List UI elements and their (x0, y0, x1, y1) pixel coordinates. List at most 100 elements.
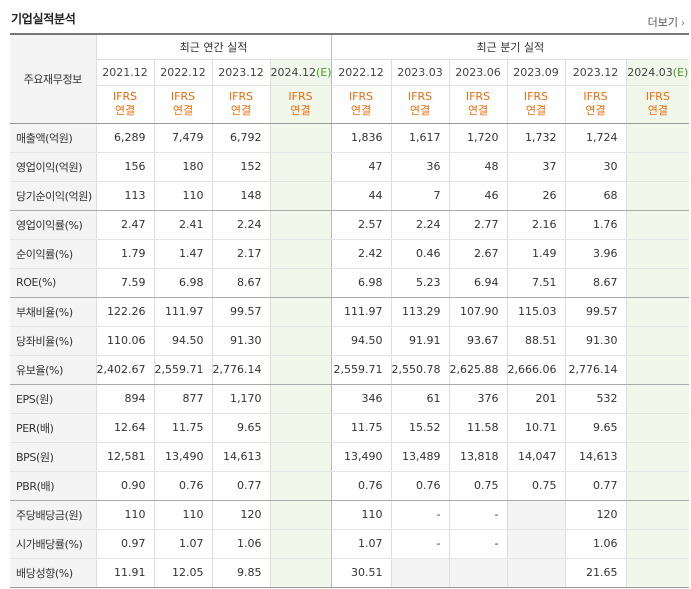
table-cell: 0.76 (153, 471, 212, 501)
table-cell (269, 123, 332, 153)
table-cell: 7.51 (506, 268, 566, 298)
table-cell (625, 558, 690, 588)
row-label: 부채비율(%) (10, 297, 96, 327)
table-row: ROE(%) 7.59 6.98 8.67 6.98 5.23 6.94 7.51 8.67 (10, 268, 690, 298)
table-cell (625, 384, 690, 414)
ifrs-badge: IFRS 연결 (564, 85, 627, 124)
estimate-mark: (E) (316, 65, 332, 79)
table-row: 시가배당률(%) 0.97 1.07 1.06 1.07- -1.06 (10, 529, 690, 559)
group-header-row: 주요재무정보 최근 연간 실적 최근 분기 실적 (10, 33, 690, 124)
table-cell: 47 (330, 152, 392, 182)
ifrs-badge: IFRS 연결 (506, 85, 566, 124)
table-cell: 12,581 (95, 442, 154, 472)
date-label: 2023.03 (397, 65, 443, 79)
more-link[interactable]: 더보기 › (648, 14, 685, 30)
consolidated-label: 연결 (350, 104, 372, 117)
table-cell (448, 558, 508, 588)
table-cell: 13,490 (153, 442, 212, 472)
table-cell: 1.06 (211, 529, 270, 559)
table-cell: 6,792 (211, 123, 270, 153)
table-cell: 91.30 (564, 326, 627, 356)
table-cell: 1.76 (564, 210, 627, 240)
table-cell: 1,724 (564, 123, 627, 153)
table-cell: 7 (390, 181, 450, 211)
ifrs-label: IFRS (523, 90, 549, 103)
table-row: 배당성향(%) 11.91 12.05 9.85 30.51 21.65 (10, 558, 690, 588)
table-cell: 1.79 (95, 239, 154, 269)
table-cell: 7.59 (95, 268, 154, 298)
table-cell: 44 (330, 181, 392, 211)
table-cell: 30 (564, 152, 627, 182)
table-cell: 0.77 (211, 471, 270, 501)
row-label: 매출액(억원) (10, 123, 96, 153)
table-cell: 113.29 (390, 297, 450, 327)
estimate-mark: (E) (672, 65, 689, 79)
table-cell (269, 355, 332, 385)
consolidated-label: 연결 (467, 104, 489, 117)
table-cell (625, 239, 690, 269)
table-row: EPS(원) 894 877 1,170 346 61 376 201 532 (10, 384, 690, 414)
ifrs-label: IFRS (228, 90, 254, 103)
date-header-annual-2: 2023.12 (211, 59, 270, 86)
table-cell: 0.90 (95, 471, 154, 501)
date-header-quarterly-0: 2022.12 (330, 59, 392, 86)
table-cell: 8.67 (211, 268, 270, 298)
table-cell: 15.52 (390, 413, 450, 443)
row-label: 시가배당률(%) (10, 529, 96, 559)
ifrs-label: IFRS (407, 90, 433, 103)
date-label: 2021.12 (102, 65, 148, 79)
table-cell: 0.46 (390, 239, 450, 269)
table-cell: 6.94 (448, 268, 508, 298)
date-header-quarterly-2: 2023.06 (448, 59, 508, 86)
ifrs-label: IFRS (170, 90, 196, 103)
table-cell: - (390, 500, 450, 530)
table-row: 영업이익(억원) 156 180 152 47 36 48 37 30 (10, 152, 690, 182)
table-cell: 0.97 (95, 529, 154, 559)
table-cell: 110 (330, 500, 392, 530)
table-cell (625, 210, 690, 240)
table-cell: 180 (153, 152, 212, 182)
table-cell: 113 (95, 181, 154, 211)
table-cell: 1.07 (330, 529, 392, 559)
table-cell: 9.85 (211, 558, 270, 588)
table-cell (269, 181, 332, 211)
table-cell: 2,666.06 (506, 355, 566, 385)
table-row: 당좌비율(%) 110.06 94.50 91.30 94.50 91.91 93.67 88… (10, 326, 690, 356)
table-cell (269, 326, 332, 356)
consolidated-label: 연결 (290, 104, 311, 117)
table-cell: 14,613 (564, 442, 627, 472)
table-cell: 7,479 (153, 123, 212, 153)
table-cell: 11.75 (153, 413, 212, 443)
table-cell: 37 (506, 152, 566, 182)
financial-table: 주요재무정보 최근 연간 실적 최근 분기 실적 2021.12 2022.12 2… (10, 33, 690, 588)
row-header-title: 주요재무정보 (10, 33, 96, 124)
table-cell: 6,289 (95, 123, 154, 153)
table-cell: 14,613 (211, 442, 270, 472)
table-cell: 1,732 (506, 123, 566, 153)
row-label: 당좌비율(%) (10, 326, 96, 356)
date-header-annual-3: 2024.12(E) (269, 59, 332, 86)
table-cell (625, 181, 690, 211)
row-label: 유보율(%) (10, 355, 96, 385)
row-label: 영업이익(억원) (10, 152, 96, 182)
row-label: ROE(%) (10, 268, 96, 298)
ifrs-row: IFRS 연결 IFRS 연결 IFRS 연결 IFRS 연결 IFRS 연결 IFRS 연결 IFRS… (10, 85, 690, 124)
table-cell: 2.47 (95, 210, 154, 240)
table-row: PBR(배) 0.90 0.76 0.77 0.76 0.76 0.75 0.75 0.77 (10, 471, 690, 501)
table-cell: 1,617 (390, 123, 450, 153)
table-cell: 13,490 (330, 442, 392, 472)
table-cell: 2.16 (506, 210, 566, 240)
table-cell (269, 384, 332, 414)
table-cell: 6.98 (330, 268, 392, 298)
table-cell: 46 (448, 181, 508, 211)
table-cell: 94.50 (330, 326, 392, 356)
table-cell: 36 (390, 152, 450, 182)
date-label: 2024.03 (627, 65, 673, 79)
consolidated-label: 연결 (409, 104, 431, 117)
table-cell: 2,550.78 (390, 355, 450, 385)
table-cell (506, 500, 566, 530)
table-row: PER(배) 12.64 11.75 9.65 11.75 15.52 11.58 10.71… (10, 413, 690, 443)
table-cell: 152 (211, 152, 270, 182)
row-label: 순이익률(%) (10, 239, 96, 269)
table-cell: 201 (506, 384, 566, 414)
